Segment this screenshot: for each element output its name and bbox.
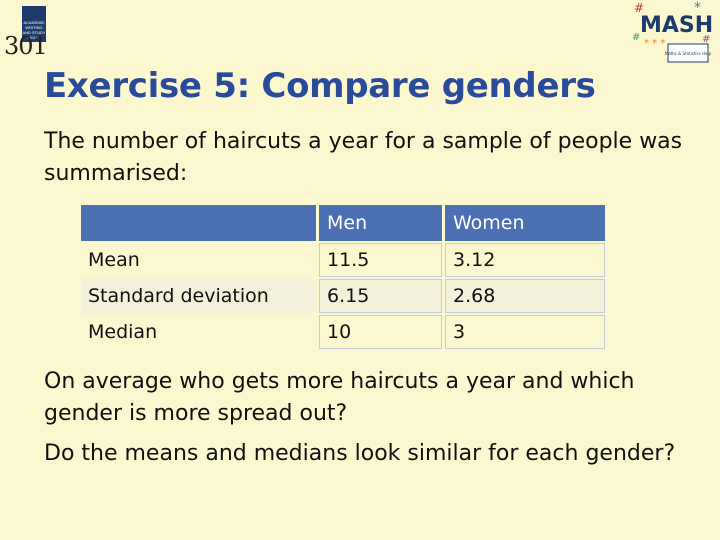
logo-badge: ACADEMIC WRITING AND STUDY SKILLS [22, 6, 46, 42]
logo-number: 301 [4, 32, 48, 60]
svg-text:* * *: * * * [644, 38, 665, 49]
men-value: 11.5 [319, 243, 442, 277]
table-row: Median 10 3 [81, 315, 605, 349]
svg-text:Maths & Statistics Help: Maths & Statistics Help [665, 51, 712, 56]
header-label [81, 205, 316, 241]
women-value: 2.68 [445, 279, 605, 313]
question-mean-median: Do the means and medians look similar fo… [44, 441, 676, 466]
women-value: 3 [445, 315, 605, 349]
summary-table: Men Women Mean 11.5 3.12 Standard deviat… [78, 203, 608, 351]
question-spread: On average who gets more haircuts a year… [44, 369, 635, 426]
row-label: Mean [81, 243, 316, 277]
women-value: 3.12 [445, 243, 605, 277]
page-title: Exercise 5: Compare genders [44, 66, 596, 106]
intro-text: The number of haircuts a year for a samp… [44, 129, 683, 186]
svg-text:#: # [632, 32, 640, 43]
header-men: Men [319, 205, 442, 241]
table-row: Standard deviation 6.15 2.68 [81, 279, 605, 313]
header-women: Women [445, 205, 605, 241]
svg-text:*: * [694, 0, 701, 16]
mash-logo: # * MASH # # * * * Maths & Statistics He… [632, 0, 713, 63]
svg-text:#: # [634, 1, 644, 15]
svg-text:#: # [702, 34, 710, 45]
table-row: Mean 11.5 3.12 [81, 243, 605, 277]
table-header-row: Men Women [81, 205, 605, 241]
men-value: 10 [319, 315, 442, 349]
university-logo: ACADEMIC WRITING AND STUDY SKILLS 301 [4, 4, 64, 62]
svg-text:MASH: MASH [640, 13, 713, 38]
men-value: 6.15 [319, 279, 442, 313]
row-label: Median [88, 321, 158, 343]
row-label: Standard deviation [81, 279, 316, 313]
